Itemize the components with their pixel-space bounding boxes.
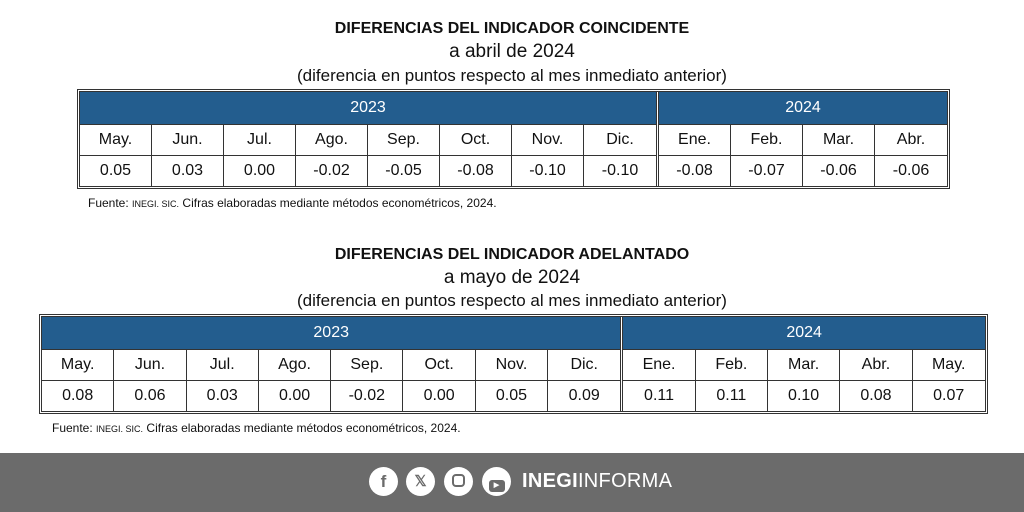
brand-bold: INEGI [522,470,578,492]
x-icon[interactable]: 𝕏 [406,467,435,496]
month-row: May. Jun. Jul. Ago. Sep. Oct. Nov. Dic. [42,350,621,381]
source-text: Cifras elaboradas mediante métodos econo… [182,196,497,210]
value-cell: 0.00 [259,381,332,411]
month-cell: Jun. [114,350,187,380]
month-row: Ene. Feb. Mar. Abr. May. [623,350,985,381]
value-cell: -0.08 [659,156,731,186]
month-cell: Nov. [476,350,549,380]
month-cell: Dic. [606,131,634,148]
inegi-informa-logo: INEGIINFORMA [522,470,672,493]
value-row: 0.05 0.03 0.00 -0.02 -0.05 -0.08 -0.10 -0.10 [80,156,656,186]
table1-subtitle: a abril de 2024 [449,41,575,62]
value-cell: -0.10 [512,156,584,186]
facebook-icon[interactable]: f [369,467,398,496]
value-row: 0.11 0.11 0.10 0.08 0.07 [623,381,984,411]
month-row: May. Jun. Jul. Ago. Sep. Oct. Nov. Dic. [80,125,656,156]
value-cell: 0.03 [187,381,259,411]
year-group-2023: 2023 May. Jun. Jul. Ago. Sep. Oct. Nov. Dic. 0.08… [42,317,621,411]
month-cell: Oct. [440,125,512,155]
value-cell: -0.06 [892,162,930,179]
month-cell: May. [80,125,152,155]
table2-source: Fuente: INEGI. SIC. Cifras elaboradas me… [52,421,461,435]
value-cell: -0.02 [296,156,368,186]
month-cell: Nov. [512,125,584,155]
month-cell: Jun. [152,125,224,155]
year-header: 2024 [623,317,985,350]
table1-source: Fuente: INEGI. SIC. Cifras elaboradas me… [88,196,497,210]
month-cell: Ene. [623,350,696,380]
value-cell: 0.10 [768,381,841,411]
year-header: 2024 [659,92,947,125]
value-cell: 0.00 [403,381,476,411]
table1-title: DIFERENCIAS DEL INDICADOR COINCIDENTE [334,20,690,37]
value-cell: 0.08 [42,381,115,411]
year-group-2024: 2024 Ene. Feb. Mar. Abr. May. 0.11 0.11 0.10 0.08… [620,317,985,411]
month-cell: Mar. [768,350,841,380]
youtube-icon[interactable]: ▶ [482,467,511,496]
month-cell: Jul. [187,350,259,380]
source-text: Cifras elaboradas mediante métodos econo… [146,421,461,435]
table2-subtitle: a mayo de 2024 [443,267,581,288]
value-cell: -0.10 [601,162,639,179]
value-cell: 0.06 [114,381,187,411]
value-cell: -0.05 [368,156,440,186]
month-cell: Ene. [659,125,731,155]
source-org: INEGI. SIC. [96,424,144,434]
month-row: Ene. Feb. Mar. Abr. [659,125,947,156]
value-row: 0.08 0.06 0.03 0.00 -0.02 0.00 0.05 0.09 [42,381,620,411]
footer-bar: f 𝕏 ▶ INEGIINFORMA [0,453,1024,512]
year-group-2023: 2023 May. Jun. Jul. Ago. Sep. Oct. Nov. Dic. 0.05… [80,92,656,186]
value-cell: 0.11 [623,381,696,411]
month-cell: Feb. [731,125,803,155]
year-header: 2023 [42,317,621,350]
source-label: Fuente: [88,196,129,210]
month-cell: Sep. [368,125,440,155]
month-cell: Mar. [803,125,875,155]
month-cell: Dic. [570,356,598,373]
value-cell: -0.06 [803,156,875,186]
value-cell: 0.09 [568,387,600,404]
table2: 2023 May. Jun. Jul. Ago. Sep. Oct. Nov. Dic. 0.08… [39,314,988,414]
source-org: INEGI. SIC. [132,199,180,209]
month-cell: Abr. [896,131,926,148]
value-cell: 0.03 [152,156,224,186]
month-cell: Abr. [840,350,913,380]
month-cell: Oct. [403,350,476,380]
value-cell: 0.05 [80,156,152,186]
value-cell: 0.05 [476,381,549,411]
year-header: 2023 [80,92,656,125]
month-cell: Ago. [259,350,332,380]
month-cell: Sep. [331,350,404,380]
table2-title: DIFERENCIAS DEL INDICADOR ADELANTADO [334,246,690,263]
month-cell: May. [931,356,966,373]
value-cell: -0.02 [331,381,404,411]
month-cell: Jul. [224,125,296,155]
value-cell: 0.07 [933,387,965,404]
year-group-2024: 2024 Ene. Feb. Mar. Abr. -0.08 -0.07 -0.06 -0.06 [656,92,947,186]
table2-note: (diferencia en puntos respecto al mes in… [297,291,727,310]
instagram-icon[interactable] [444,467,473,496]
value-cell: 0.08 [840,381,913,411]
value-cell: 0.00 [224,156,296,186]
table1: 2023 May. Jun. Jul. Ago. Sep. Oct. Nov. Dic. 0.05… [77,89,950,189]
table1-note: (diferencia en puntos respecto al mes in… [297,66,727,85]
month-cell: Ago. [296,125,368,155]
month-cell: Feb. [696,350,768,380]
value-row: -0.08 -0.07 -0.06 -0.06 [659,156,947,186]
brand-light: INFORMA [577,470,673,492]
value-cell: -0.08 [440,156,512,186]
month-cell: May. [42,350,115,380]
value-cell: -0.07 [731,156,803,186]
source-label: Fuente: [52,421,93,435]
value-cell: 0.11 [696,381,768,411]
